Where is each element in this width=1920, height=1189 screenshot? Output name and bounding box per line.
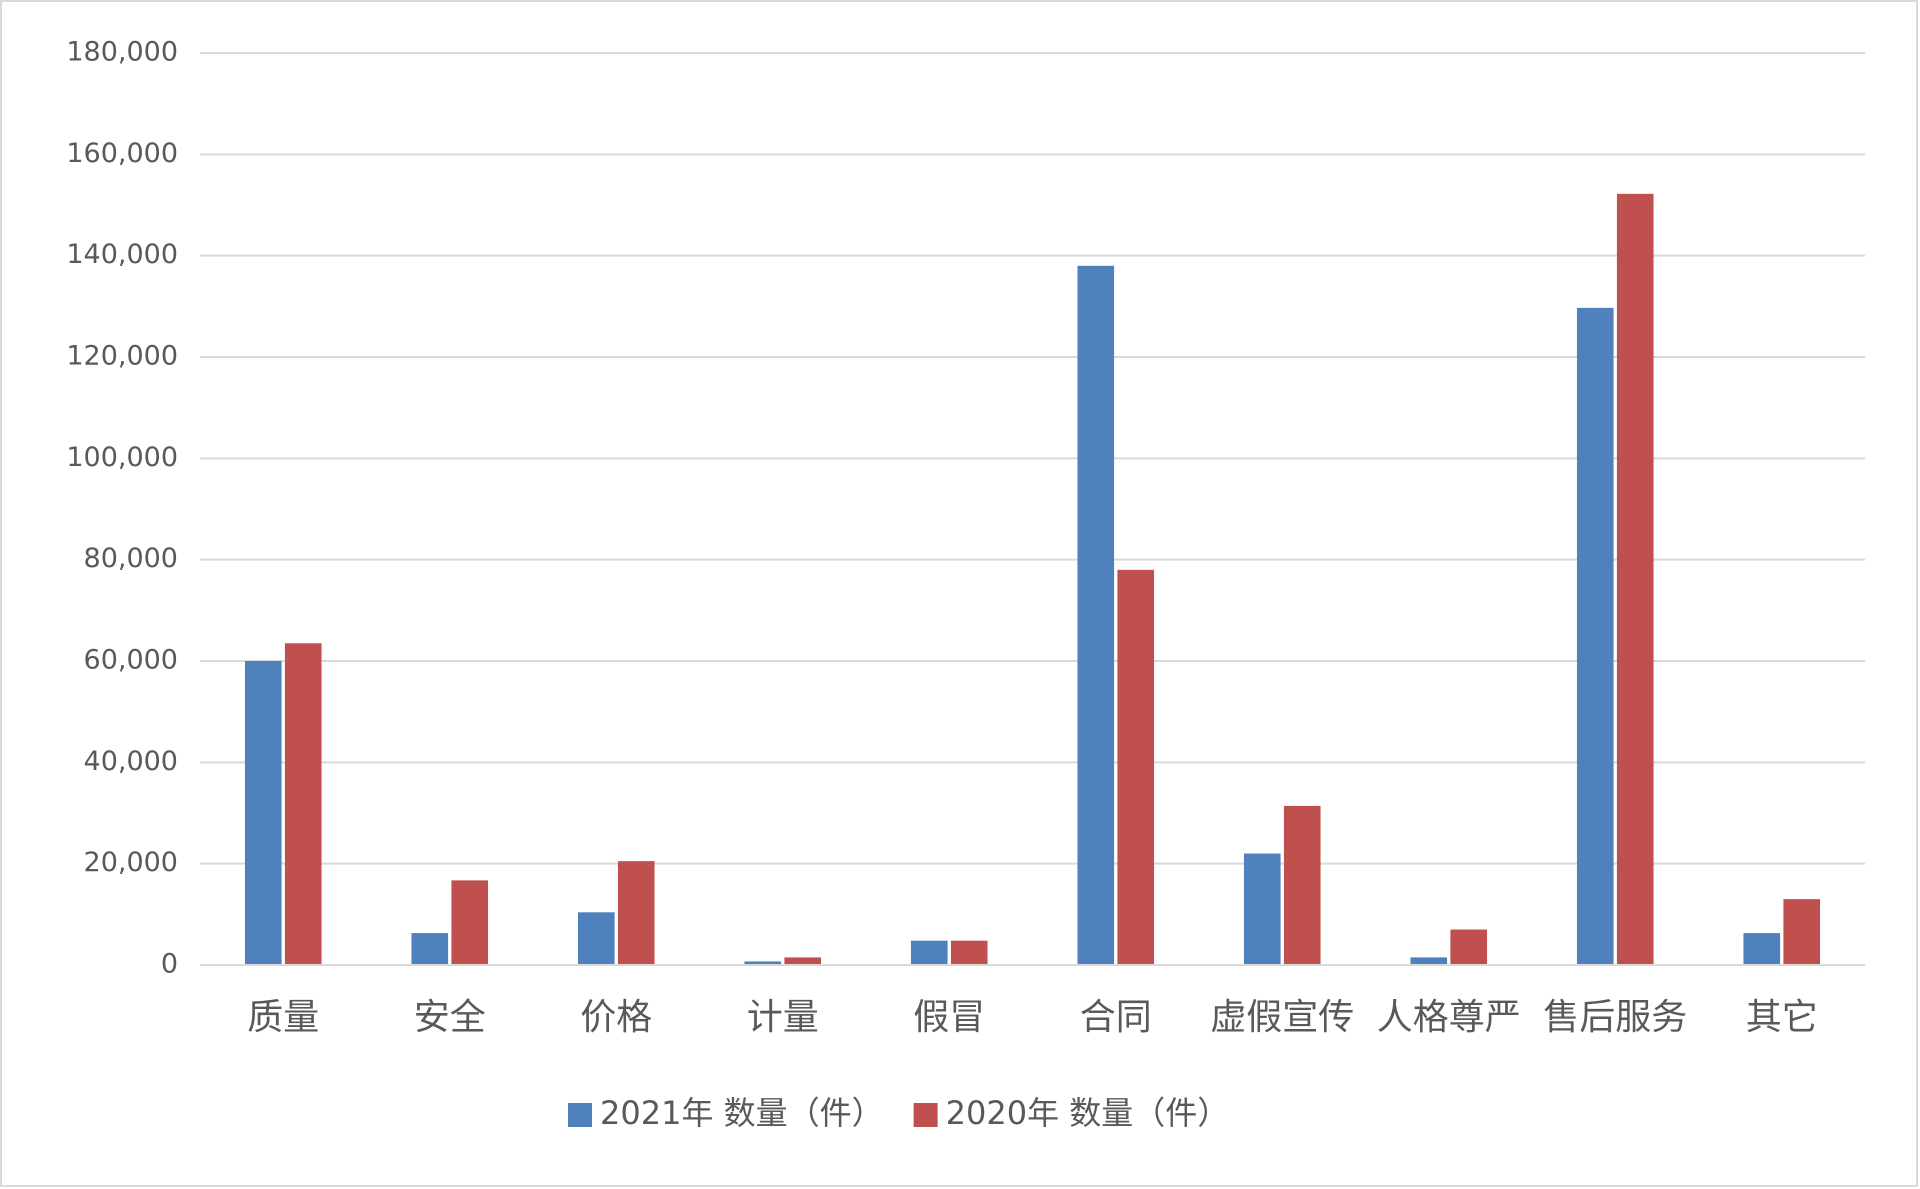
y-tick-label: 180,000 (66, 37, 178, 68)
bar (577, 912, 615, 965)
legend-swatch (913, 1103, 938, 1127)
legend-swatch (568, 1103, 592, 1127)
y-tick-label: 0 (161, 949, 178, 980)
y-tick-label: 140,000 (66, 239, 178, 270)
y-tick-label: 160,000 (66, 138, 178, 169)
bar (1743, 933, 1781, 965)
y-tick-label: 60,000 (84, 645, 178, 676)
x-tick-label: 人格尊严 (1377, 997, 1521, 1038)
bar (744, 961, 782, 965)
bar (950, 940, 988, 965)
x-tick-label: 计量 (747, 997, 819, 1038)
x-tick-label: 售后服务 (1543, 997, 1687, 1038)
y-tick-label: 120,000 (66, 341, 178, 372)
x-tick-label: 安全 (414, 997, 486, 1038)
x-tick-label: 合同 (1080, 997, 1152, 1038)
bar (1450, 929, 1488, 965)
y-tick-label: 80,000 (84, 543, 178, 574)
legend-label: 2020年 数量（件） (946, 1094, 1230, 1132)
bar (784, 957, 822, 965)
bar (244, 661, 282, 965)
x-tick-label: 虚假宣传 (1210, 997, 1354, 1038)
y-tick-label: 40,000 (84, 746, 178, 777)
bar (617, 861, 655, 965)
y-tick-label: 100,000 (66, 442, 178, 473)
bar (451, 880, 489, 965)
bar (284, 643, 322, 965)
x-tick-label: 质量 (247, 997, 319, 1038)
x-tick-label: 价格 (580, 997, 652, 1038)
x-tick-label: 其它 (1746, 997, 1818, 1038)
bar (1117, 569, 1155, 965)
bar (1283, 805, 1321, 965)
bar (1077, 265, 1115, 965)
bar (1410, 957, 1448, 965)
bar (1616, 193, 1654, 965)
bar (1243, 853, 1281, 965)
bar (1783, 899, 1821, 965)
bar (1576, 307, 1614, 965)
bar (910, 940, 948, 965)
x-tick-label: 假冒 (913, 997, 985, 1038)
y-tick-label: 20,000 (84, 847, 178, 878)
bar (411, 933, 449, 965)
legend-label: 2021年 数量（件） (600, 1094, 884, 1132)
